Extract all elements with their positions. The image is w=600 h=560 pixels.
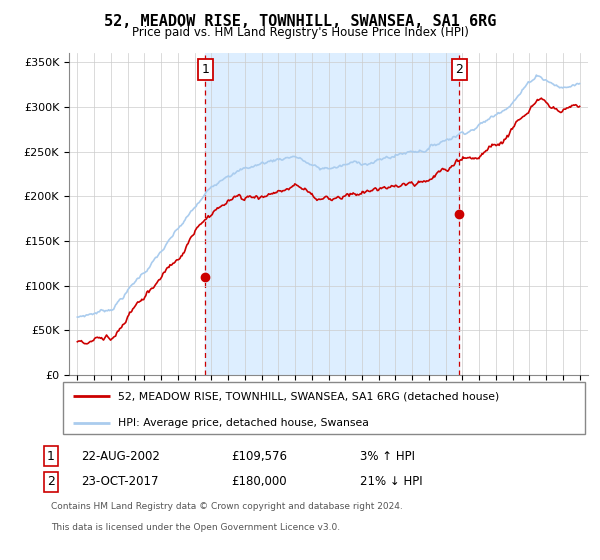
Text: 2: 2 — [455, 63, 463, 76]
Text: 23-OCT-2017: 23-OCT-2017 — [81, 475, 158, 488]
Text: 52, MEADOW RISE, TOWNHILL, SWANSEA, SA1 6RG (detached house): 52, MEADOW RISE, TOWNHILL, SWANSEA, SA1 … — [118, 391, 499, 402]
Text: This data is licensed under the Open Government Licence v3.0.: This data is licensed under the Open Gov… — [51, 523, 340, 532]
Text: 21% ↓ HPI: 21% ↓ HPI — [360, 475, 422, 488]
Bar — [205, 53, 459, 375]
Text: 1: 1 — [47, 450, 55, 463]
Text: 22-AUG-2002: 22-AUG-2002 — [81, 450, 160, 463]
Text: Price paid vs. HM Land Registry's House Price Index (HPI): Price paid vs. HM Land Registry's House … — [131, 26, 469, 39]
Text: HPI: Average price, detached house, Swansea: HPI: Average price, detached house, Swan… — [118, 418, 368, 428]
Text: 2: 2 — [47, 475, 55, 488]
Text: 52, MEADOW RISE, TOWNHILL, SWANSEA, SA1 6RG: 52, MEADOW RISE, TOWNHILL, SWANSEA, SA1 … — [104, 14, 496, 29]
Text: Contains HM Land Registry data © Crown copyright and database right 2024.: Contains HM Land Registry data © Crown c… — [51, 502, 403, 511]
Text: £180,000: £180,000 — [231, 475, 287, 488]
Text: 3% ↑ HPI: 3% ↑ HPI — [360, 450, 415, 463]
Text: 1: 1 — [202, 63, 209, 76]
Text: £109,576: £109,576 — [231, 450, 287, 463]
